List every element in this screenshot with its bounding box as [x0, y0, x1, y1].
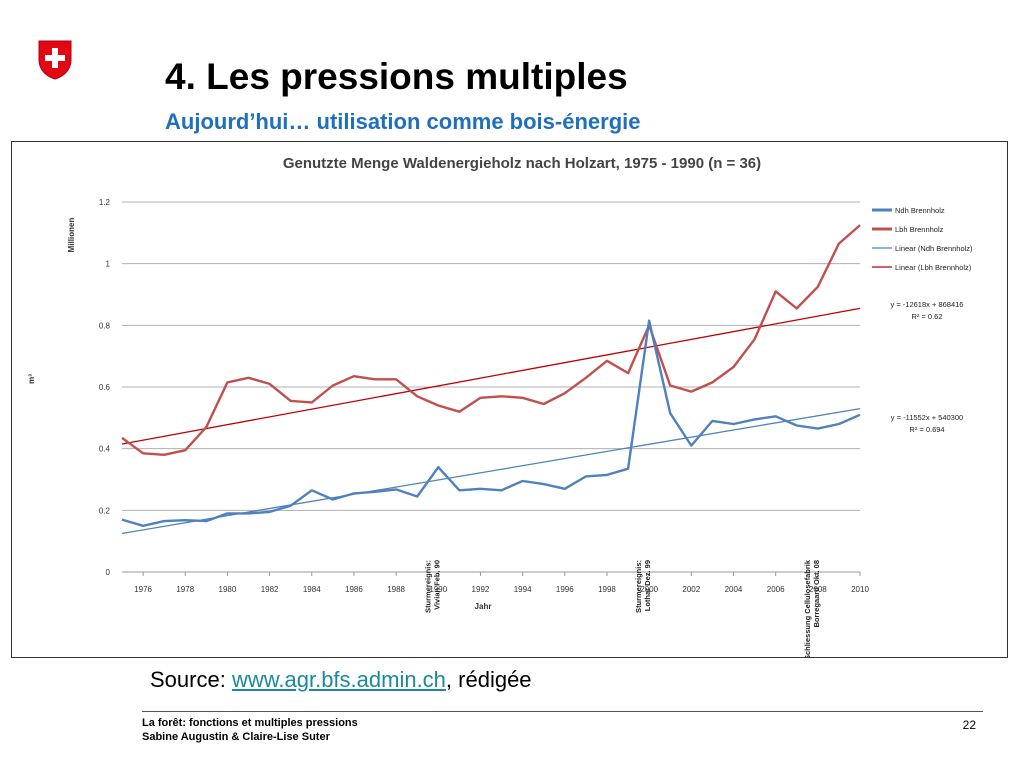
y-axis-label: m³ [27, 374, 36, 384]
equation-line1: y = -12618x + 868416 [891, 300, 964, 309]
x-tick-label: 1998 [598, 585, 616, 594]
x-axis-label: Jahr [475, 602, 492, 611]
legend-label: Lbh Brennholz [895, 225, 944, 234]
source-suffix: , rédigée [445, 667, 532, 692]
chart-container: Genutzte Menge Waldenergieholz nach Holz… [11, 141, 1008, 658]
annotation-line2: Vivian Feb. 90 [432, 560, 441, 610]
footer-course-title: La forêt: fonctions et multiples pressio… [142, 717, 358, 729]
x-tick-label: 2010 [851, 585, 869, 594]
equation-r2: R² = 0.62 [911, 312, 942, 321]
y-tick-label: 0 [106, 568, 111, 577]
trendline-lbh [121, 307, 861, 445]
x-tick-label: 1990 [429, 585, 447, 594]
footer-text: La forêt: fonctions et multiples pressio… [142, 716, 358, 744]
annotation-line2: Borregaard Okt. 08 [812, 560, 821, 628]
legend-label: Linear (Ndh Brennholz) [895, 244, 973, 253]
y-axis-unit-label: Millionen [67, 218, 76, 253]
x-tick-label: 1996 [556, 585, 574, 594]
series-line-lbh [121, 224, 861, 456]
x-tick-label: 1994 [514, 585, 532, 594]
y-tick-label: 1 [106, 260, 111, 269]
equation-r2: R² = 0.694 [909, 425, 944, 434]
source-link[interactable]: www.agr.bfs.admin.ch [231, 667, 446, 692]
x-tick-label: 2006 [767, 585, 785, 594]
x-tick-label: 1976 [134, 585, 152, 594]
x-tick-label: 2002 [682, 585, 700, 594]
x-tick-label: 2004 [725, 585, 743, 594]
chart-title: Genutzte Menge Waldenergieholz nach Holz… [283, 155, 761, 172]
y-tick-label: 0.6 [99, 383, 111, 392]
annotation-line2: Lothar Dez. 99 [643, 560, 652, 611]
slide-subtitle: Aujourd’hui… utilisation comme bois-éner… [165, 109, 641, 134]
y-tick-label: 0.2 [99, 506, 111, 515]
x-tick-label: 1992 [472, 585, 490, 594]
legend-label: Linear (Lbh Brennholz) [895, 263, 972, 272]
annotation-line1: Schliessung Cellulosefabrik [803, 559, 812, 657]
swiss-coat-of-arms-logo [38, 40, 72, 80]
x-tick-label: 2000 [640, 585, 658, 594]
page-number: 22 [962, 718, 976, 732]
x-tick-label: 1978 [176, 585, 194, 594]
x-tick-label: 1980 [219, 585, 237, 594]
trendline-ndh [121, 407, 861, 535]
legend-label: Ndh Brennholz [895, 206, 945, 215]
footer-authors: Sabine Augustin & Claire-Lise Suter [142, 731, 330, 743]
x-tick-label: 1982 [261, 585, 279, 594]
line-chart: Genutzte Menge Waldenergieholz nach Holz… [27, 155, 973, 657]
annotation-line1: Sturmereignis: [634, 560, 643, 613]
source-prefix: Source: [150, 667, 232, 692]
x-tick-label: 1984 [303, 585, 321, 594]
annotation-line1: Sturmereignis: [423, 560, 432, 613]
series-line-ndh [121, 319, 861, 527]
y-tick-label: 0.8 [99, 321, 111, 330]
slide-title: 4. Les pressions multiples [165, 56, 628, 97]
footer-divider [142, 711, 983, 712]
x-tick-label: 1988 [387, 585, 405, 594]
y-tick-label: 1.2 [99, 198, 111, 207]
equation-line1: y = -11552x + 540300 [891, 413, 963, 422]
x-tick-label: 1986 [345, 585, 363, 594]
x-tick-label: 2008 [809, 585, 827, 594]
y-tick-label: 0.4 [99, 445, 111, 454]
source-citation: Source: www.agr.bfs.admin.ch, rédigée [150, 667, 532, 693]
